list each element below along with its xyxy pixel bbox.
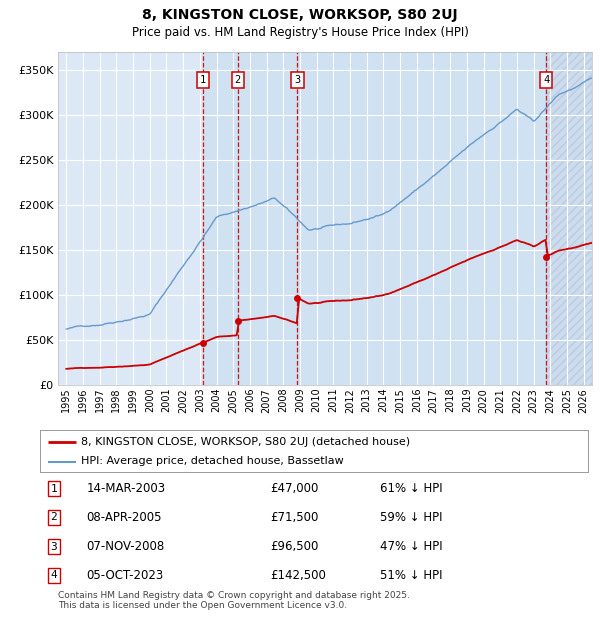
Bar <box>203 52 238 385</box>
Text: £142,500: £142,500 <box>270 569 326 582</box>
Text: 51% ↓ HPI: 51% ↓ HPI <box>380 569 442 582</box>
Bar <box>546 52 592 385</box>
Text: 61% ↓ HPI: 61% ↓ HPI <box>380 482 442 495</box>
Text: 2: 2 <box>235 75 241 86</box>
Text: 1: 1 <box>50 484 57 494</box>
Bar <box>238 52 298 385</box>
Text: Contains HM Land Registry data © Crown copyright and database right 2025.
This d: Contains HM Land Registry data © Crown c… <box>58 591 410 610</box>
Text: 47% ↓ HPI: 47% ↓ HPI <box>380 540 442 553</box>
Text: £96,500: £96,500 <box>270 540 319 553</box>
Text: 8, KINGSTON CLOSE, WORKSOP, S80 2UJ: 8, KINGSTON CLOSE, WORKSOP, S80 2UJ <box>142 8 458 22</box>
Text: 4: 4 <box>543 75 549 86</box>
Text: £47,000: £47,000 <box>270 482 319 495</box>
Text: 59% ↓ HPI: 59% ↓ HPI <box>380 511 442 524</box>
Text: 4: 4 <box>50 570 57 580</box>
Text: 08-APR-2005: 08-APR-2005 <box>86 511 162 524</box>
Text: Price paid vs. HM Land Registry's House Price Index (HPI): Price paid vs. HM Land Registry's House … <box>131 26 469 39</box>
Text: HPI: Average price, detached house, Bassetlaw: HPI: Average price, detached house, Bass… <box>81 456 344 466</box>
Text: 14-MAR-2003: 14-MAR-2003 <box>86 482 166 495</box>
Text: 07-NOV-2008: 07-NOV-2008 <box>86 540 165 553</box>
Text: 05-OCT-2023: 05-OCT-2023 <box>86 569 164 582</box>
Text: £71,500: £71,500 <box>270 511 319 524</box>
Text: 3: 3 <box>295 75 301 86</box>
Bar <box>298 52 546 385</box>
Text: 2: 2 <box>50 513 57 523</box>
Text: 3: 3 <box>50 541 57 552</box>
Text: 8, KINGSTON CLOSE, WORKSOP, S80 2UJ (detached house): 8, KINGSTON CLOSE, WORKSOP, S80 2UJ (det… <box>81 436 410 447</box>
Text: 1: 1 <box>200 75 206 86</box>
